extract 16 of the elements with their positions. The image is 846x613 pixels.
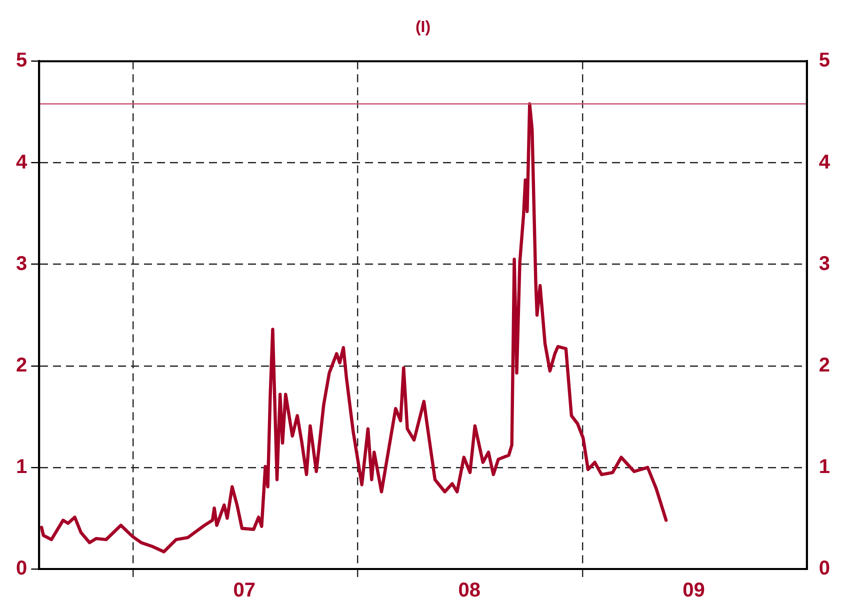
y2-tick-label: 0 [818, 558, 830, 580]
y-tick-label: 4 [16, 151, 28, 174]
x-tick-label: 08 [458, 580, 481, 602]
y-tick-label: 0 [16, 558, 28, 580]
y-tick-label: 5 [16, 50, 28, 72]
y-tick-label: 2 [16, 354, 28, 376]
x-tick-label: 07 [233, 580, 256, 602]
y-tick-label: 1 [16, 456, 28, 478]
y2-tick-label: 5 [818, 50, 830, 72]
y2-tick-label: 4 [818, 151, 831, 174]
chart-title: (I) [415, 19, 431, 36]
x-tick-label: 09 [682, 580, 705, 602]
y2-tick-label: 3 [818, 252, 830, 275]
y2-tick-label: 1 [818, 456, 830, 478]
y-tick-label: 3 [16, 252, 28, 275]
y2-tick-label: 2 [818, 354, 830, 376]
